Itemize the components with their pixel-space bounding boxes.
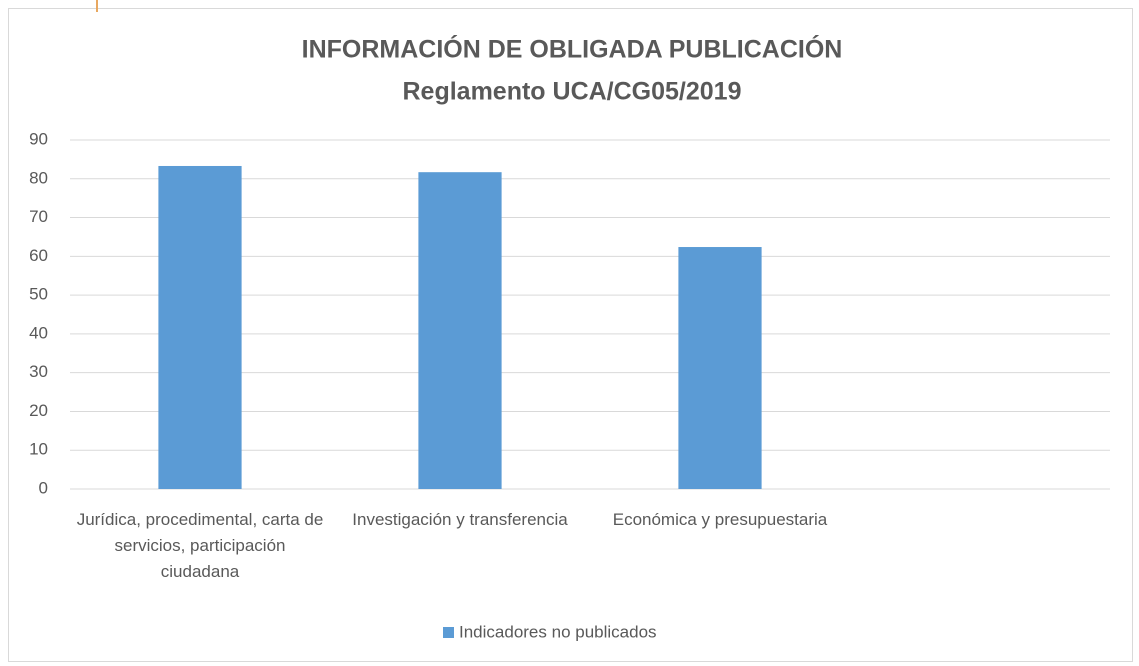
- x-tick-label: Investigación y transferencia: [352, 510, 568, 529]
- y-tick-label: 10: [29, 440, 48, 459]
- y-tick-label: 40: [29, 323, 48, 342]
- y-tick-label: 90: [29, 129, 48, 148]
- bar: [158, 165, 242, 489]
- legend-swatch: [443, 627, 454, 638]
- y-tick-label: 20: [29, 401, 48, 420]
- y-tick-label: 70: [29, 207, 48, 226]
- y-tick-label: 80: [29, 168, 48, 187]
- x-tick-label: Jurídica, procedimental, carta de servic…: [76, 510, 324, 581]
- y-tick-label: 30: [29, 362, 48, 381]
- chart-subtitle: Reglamento UCA/CG05/2019: [402, 78, 741, 106]
- y-tick-label: 60: [29, 246, 48, 265]
- y-tick-label: 0: [39, 478, 48, 497]
- bar: [678, 247, 762, 489]
- bar: [418, 172, 502, 490]
- y-tick-label: 50: [29, 285, 48, 304]
- x-tick-label: Económica y presupuestaria: [612, 510, 828, 529]
- legend-label: Indicadores no publicados: [459, 622, 657, 641]
- chart-title: INFORMACIÓN DE OBLIGADA PUBLICACIÓN: [302, 34, 843, 64]
